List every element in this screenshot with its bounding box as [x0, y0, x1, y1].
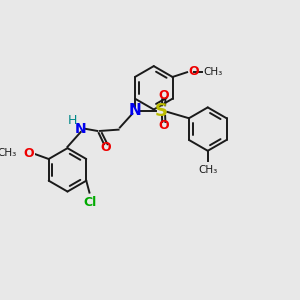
- Text: N: N: [129, 103, 141, 118]
- Text: CH₃: CH₃: [203, 67, 223, 77]
- Text: H: H: [68, 114, 77, 128]
- Text: CH₃: CH₃: [0, 148, 17, 158]
- Text: O: O: [188, 65, 199, 78]
- Text: O: O: [23, 147, 34, 160]
- Text: Cl: Cl: [84, 196, 97, 209]
- Text: CH₃: CH₃: [198, 165, 218, 175]
- Text: O: O: [158, 119, 169, 132]
- Text: N: N: [75, 122, 86, 136]
- Text: O: O: [100, 141, 111, 154]
- Text: S: S: [155, 102, 168, 120]
- Text: O: O: [158, 89, 169, 102]
